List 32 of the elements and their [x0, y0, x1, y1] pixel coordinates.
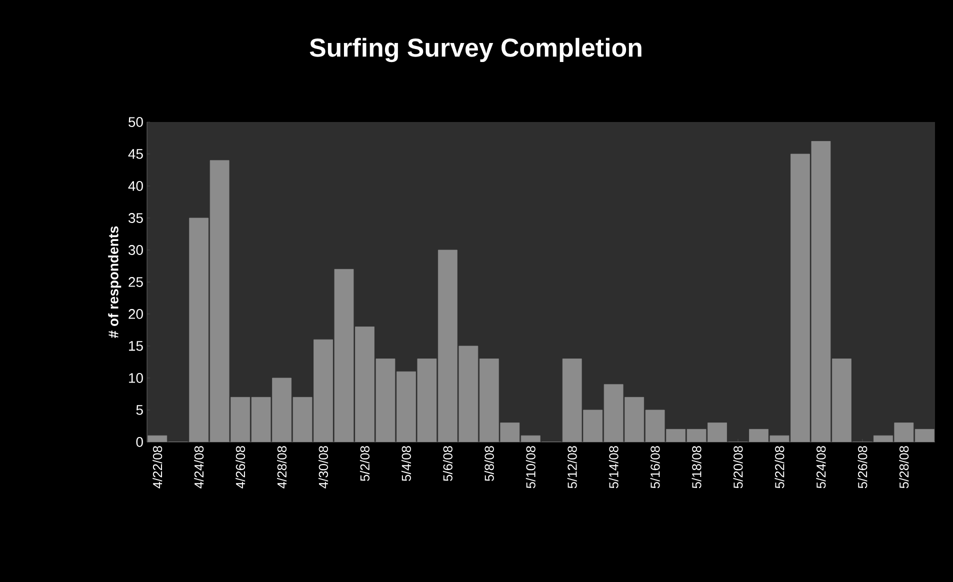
x-tick-label: 5/6/08	[442, 446, 452, 482]
y-tick-label: 0	[136, 437, 143, 447]
x-tick-label: 4/26/08	[236, 446, 246, 488]
x-tick-label: 5/28/08	[899, 446, 909, 488]
y-tick-label: 20	[128, 309, 143, 319]
x-tick-label: 5/10/08	[526, 446, 536, 488]
y-tick-label: 50	[128, 117, 143, 127]
y-tick-label: 25	[128, 277, 143, 287]
y-tick-label: 40	[128, 181, 143, 191]
x-tick-label: 5/18/08	[692, 446, 702, 488]
y-tick-label: 35	[128, 213, 143, 223]
chart-title: Surfing Survey Completion	[310, 38, 642, 62]
x-tick-label: 4/24/08	[194, 446, 204, 488]
x-tick-label: 5/2/08	[360, 446, 370, 482]
x-tick-label: 4/28/08	[277, 446, 287, 488]
y-tick-label: 5	[136, 405, 143, 415]
x-tick-label: 4/22/08	[152, 446, 162, 488]
y-axis-title: # of respondents	[108, 226, 122, 338]
x-tick-label: 5/26/08	[858, 446, 868, 488]
x-tick-label: 5/12/08	[567, 446, 577, 488]
x-tick-label: 5/14/08	[608, 446, 618, 488]
x-tick-label: 5/16/08	[650, 446, 660, 488]
x-tick-label: 5/4/08	[401, 446, 411, 482]
x-tick-label: 5/24/08	[816, 446, 826, 488]
x-tick-label: 5/8/08	[484, 446, 494, 482]
x-tick-label: 5/20/08	[733, 446, 743, 488]
x-tick-label: 4/30/08	[318, 446, 328, 488]
x-tick-label: 5/22/08	[774, 446, 784, 488]
y-tick-label: 30	[128, 245, 143, 255]
y-tick-label: 10	[129, 373, 143, 383]
y-tick-label: 45	[128, 149, 143, 159]
y-tick-label: 15	[129, 341, 143, 351]
